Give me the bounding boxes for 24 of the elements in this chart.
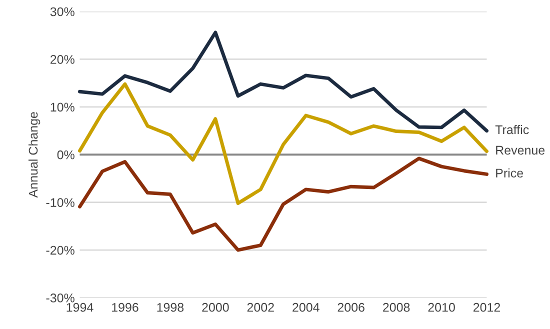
y-tick-label: 30% xyxy=(50,7,74,16)
y-tick-label: -10% xyxy=(46,198,74,207)
line-series xyxy=(78,82,488,206)
y-tick-label: -30% xyxy=(46,294,74,302)
y-tick-label: 10% xyxy=(50,102,74,112)
x-tick-label: 1996 xyxy=(112,302,138,312)
line-series xyxy=(78,30,488,133)
x-tick-label: 2000 xyxy=(202,302,229,312)
x-tick-label: 2004 xyxy=(292,302,320,312)
x-tick-label: 2008 xyxy=(383,302,410,312)
y-axis-title: Annual Change xyxy=(28,112,40,198)
series-label: Price xyxy=(496,168,524,178)
series-label: Revenue xyxy=(496,146,545,155)
y-tick-label: -20% xyxy=(46,246,74,255)
x-tick-label: 1994 xyxy=(66,302,94,312)
x-tick-label: 2012 xyxy=(473,302,500,312)
x-tick-label: 1998 xyxy=(157,302,184,312)
x-tick-label: 2002 xyxy=(247,302,274,312)
x-tick-label: 2010 xyxy=(428,302,455,312)
y-tick-label: 0% xyxy=(57,150,74,160)
line-series xyxy=(78,156,488,252)
y-tick-label: 20% xyxy=(50,55,74,64)
x-tick-label: 2006 xyxy=(338,302,364,312)
series-label: Traffic xyxy=(495,124,529,134)
